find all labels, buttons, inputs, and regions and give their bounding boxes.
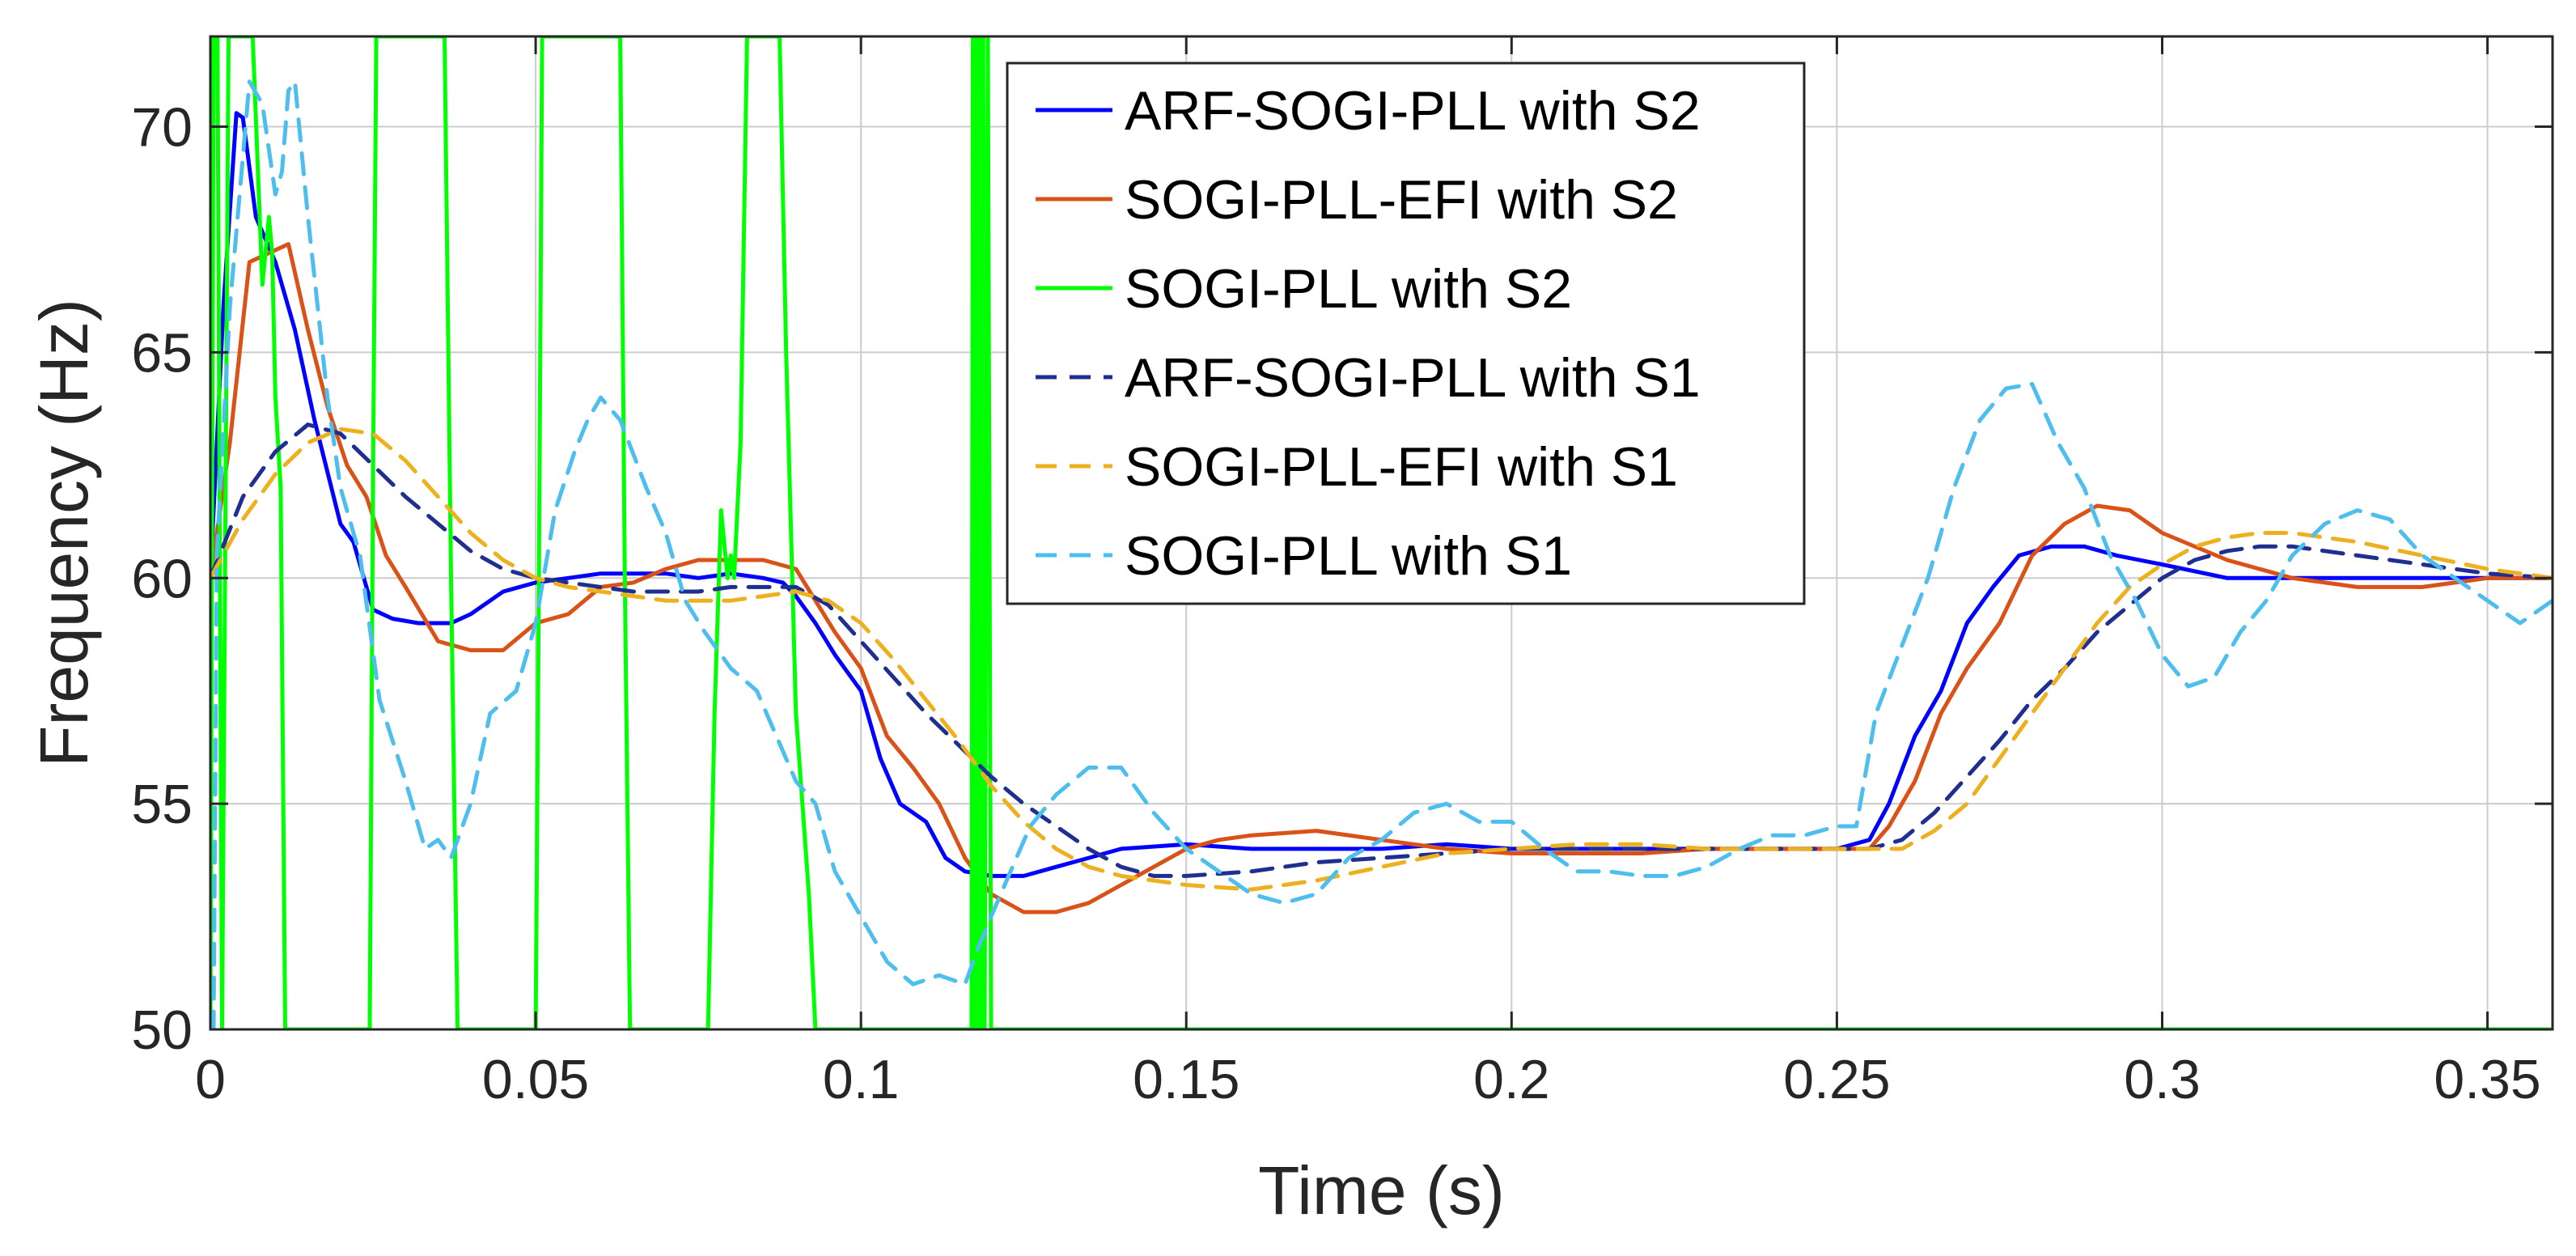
y-tick-label: 70 xyxy=(131,97,193,159)
legend-entry-label: SOGI-PLL-EFI with S1 xyxy=(1125,436,1678,498)
x-tick-label: 0.1 xyxy=(823,1049,900,1110)
x-tick-label: 0 xyxy=(195,1049,226,1110)
legend-entry-label: SOGI-PLL with S2 xyxy=(1125,258,1572,320)
x-axis-label: Time (s) xyxy=(1258,1152,1505,1228)
series-line-4 xyxy=(210,422,2553,878)
x-tick-label: 0.3 xyxy=(2124,1049,2201,1110)
legend: ARF-SOGI-PLL with S2 SOGI-PLL-EFI with S2… xyxy=(1006,62,1806,605)
legend-entry-label: SOGI-PLL with S1 xyxy=(1125,525,1572,587)
legend-entry-label: SOGI-PLL-EFI with S2 xyxy=(1125,169,1678,231)
y-tick-label: 55 xyxy=(131,774,193,835)
x-tick-label: 0.05 xyxy=(482,1049,589,1110)
plot-frame xyxy=(209,35,2554,1031)
series-line-1 xyxy=(210,111,2553,878)
legend-entry-label: ARF-SOGI-PLL with S1 xyxy=(1125,347,1701,409)
x-tick-label: 0.2 xyxy=(1473,1049,1550,1110)
x-tick-label: 0.25 xyxy=(1783,1049,1890,1110)
axis-ticks: 0 0.05 0.1 0.15 0.2 0.25 0.3 0.35 50 55 60 65 70 xyxy=(131,36,2553,1110)
y-tick-label: 60 xyxy=(131,548,193,609)
legend-entry-label: ARF-SOGI-PLL with S2 xyxy=(1125,80,1701,142)
y-tick-label: 50 xyxy=(131,999,193,1061)
x-tick-label: 0.35 xyxy=(2434,1049,2540,1110)
series-line-3 xyxy=(210,36,2553,1029)
series-layer xyxy=(210,36,2553,1029)
series-line-5 xyxy=(210,426,2553,892)
x-tick-label: 0.15 xyxy=(1133,1049,1239,1110)
legend-box xyxy=(1006,62,1806,605)
y-axis-label: Frequency (Hz) xyxy=(26,299,102,767)
series-line-6 xyxy=(210,79,2553,1029)
y-tick-label: 65 xyxy=(131,322,193,384)
series-line-2 xyxy=(210,242,2553,914)
